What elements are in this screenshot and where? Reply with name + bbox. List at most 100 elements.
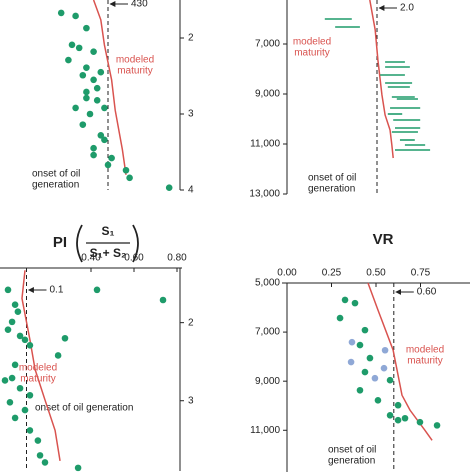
data-point — [54, 352, 62, 359]
x-tick-label: 0.80 — [167, 253, 187, 264]
data-point — [16, 384, 24, 392]
model-label: maturity — [294, 48, 330, 59]
data-point — [394, 416, 402, 424]
data-point — [97, 68, 105, 76]
y-tick-label: 7,000 — [255, 327, 280, 338]
y-tick-label: 3 — [188, 109, 194, 120]
data-point — [11, 361, 19, 369]
data-point — [79, 71, 87, 79]
data-point — [36, 452, 44, 459]
data-point — [72, 104, 79, 112]
data-point — [159, 296, 167, 304]
data-point — [61, 334, 69, 342]
data-point — [68, 41, 76, 49]
data-point — [72, 12, 79, 20]
y-tick-label: 11,000 — [250, 139, 280, 150]
data-point — [4, 326, 12, 333]
paren-left — [76, 224, 83, 263]
data-point — [86, 110, 94, 118]
data-point — [97, 131, 105, 139]
data-point — [83, 88, 90, 96]
data-point — [75, 44, 83, 52]
data-point — [126, 174, 133, 182]
threshold-label: 430 — [131, 0, 148, 10]
model-label: modeled — [19, 363, 57, 374]
title-denominator: S₁+ S₂ — [90, 246, 127, 260]
data-point — [26, 341, 34, 349]
data-point — [57, 9, 65, 17]
data-point — [93, 97, 101, 104]
data-point — [381, 346, 389, 354]
data-point — [386, 376, 394, 384]
data-point — [108, 154, 115, 162]
model-label: maturity — [407, 356, 443, 367]
data-point — [341, 296, 349, 304]
onset-label: onset of oil — [308, 173, 356, 184]
data-point — [433, 422, 441, 429]
title-numerator: S₁ — [102, 224, 115, 238]
x-tick-label: 0.25 — [322, 268, 342, 279]
model-line — [92, 0, 127, 175]
onset-label: generation — [328, 456, 375, 467]
data-point — [356, 341, 364, 349]
panel-title: VR — [373, 231, 394, 248]
data-point — [90, 76, 97, 84]
data-point — [361, 368, 369, 376]
model-line — [369, 0, 394, 159]
y-tick-label: 7,000 — [255, 39, 280, 50]
y-tick-label: 3 — [188, 395, 194, 406]
data-point — [380, 364, 388, 372]
data-point — [336, 314, 344, 322]
data-point — [83, 94, 90, 102]
onset-label: onset of oil — [32, 169, 80, 180]
data-point — [41, 459, 49, 466]
y-tick-label: 2 — [188, 317, 194, 328]
data-point — [361, 326, 369, 334]
data-point — [90, 144, 97, 152]
onset-label: generation — [32, 180, 79, 191]
model-line — [367, 282, 433, 441]
data-point — [26, 427, 34, 434]
data-point — [21, 406, 29, 414]
y-tick-label: 9,000 — [255, 89, 280, 100]
data-point — [8, 318, 16, 326]
data-point — [93, 84, 101, 92]
data-point — [34, 437, 42, 444]
data-point — [74, 464, 82, 472]
data-point — [6, 398, 14, 406]
data-point — [8, 374, 16, 382]
model-label: modeled — [406, 345, 444, 356]
threshold-label: 0.1 — [50, 285, 64, 296]
data-point — [347, 358, 355, 366]
data-point — [26, 391, 34, 399]
data-point — [11, 301, 19, 308]
data-point — [90, 48, 97, 55]
data-point — [90, 151, 97, 159]
data-point — [83, 64, 90, 71]
data-point — [122, 166, 130, 174]
y-tick-label: 9,000 — [255, 376, 280, 387]
data-point — [93, 286, 101, 294]
x-tick-label: 0.00 — [277, 268, 297, 279]
y-tick-label: 5,000 — [255, 278, 280, 289]
data-point — [374, 397, 382, 404]
data-point — [4, 286, 12, 294]
data-point — [371, 374, 379, 382]
threshold-label: 0.60 — [417, 287, 437, 298]
data-point — [351, 299, 359, 307]
data-point — [1, 377, 9, 384]
data-point — [16, 332, 24, 340]
data-point — [366, 354, 374, 362]
x-tick-label: 0.40 — [81, 253, 101, 264]
model-label: modeled — [293, 37, 331, 48]
data-point — [14, 308, 22, 316]
data-point — [65, 56, 72, 64]
data-point — [348, 338, 356, 346]
data-point — [416, 418, 424, 426]
y-tick-label: 2 — [188, 33, 194, 44]
x-tick-label: 0.60 — [124, 253, 144, 264]
data-point — [101, 136, 108, 144]
data-point — [386, 412, 394, 419]
y-tick-label: 13,000 — [249, 189, 280, 200]
